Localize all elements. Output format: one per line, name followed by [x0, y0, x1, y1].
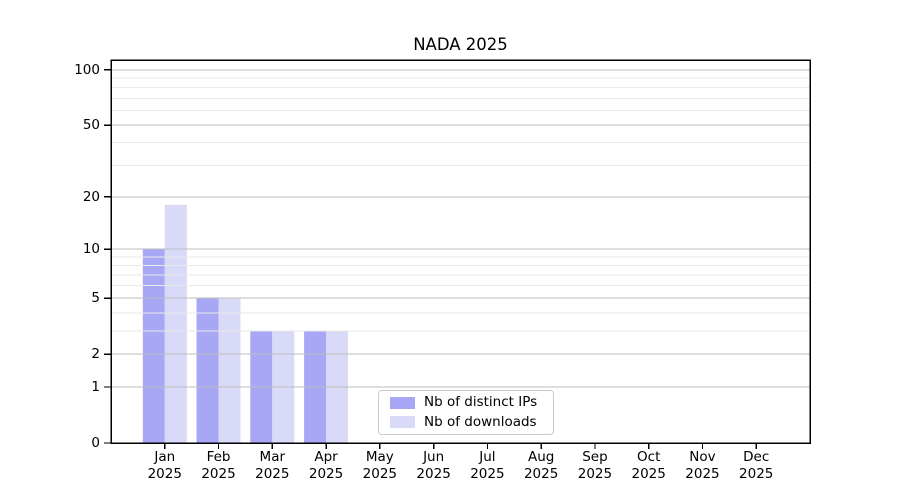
- y-tick-label: 10: [82, 241, 100, 258]
- legend: Nb of distinct IPs Nb of downloads: [378, 390, 554, 435]
- y-tick-label: 20: [82, 188, 100, 205]
- x-tick-label: Nov 2025: [674, 449, 730, 482]
- x-tick-year: 2025: [739, 465, 774, 482]
- y-tick-label: 5: [91, 290, 100, 307]
- x-tick-month: Oct: [637, 449, 661, 465]
- x-tick-year: 2025: [362, 465, 398, 482]
- x-tick-month: Apr: [314, 449, 338, 465]
- x-tick-year: 2025: [308, 465, 344, 482]
- x-tick-month: Nov: [689, 449, 716, 465]
- bar-downloads-feb: [218, 298, 241, 443]
- x-tick-year: 2025: [523, 465, 559, 482]
- x-tick-year: 2025: [255, 465, 290, 482]
- x-tick-month: Feb: [206, 449, 231, 465]
- legend-item-downloads: Nb of downloads: [390, 413, 553, 430]
- x-tick-label: Apr 2025: [298, 449, 354, 482]
- y-tick-label: 1: [91, 378, 100, 395]
- x-tick-label: Jan 2025: [137, 449, 193, 482]
- y-tick-label: 0: [91, 435, 100, 451]
- x-tick-year: 2025: [577, 465, 613, 482]
- y-tick-label: 100: [74, 61, 100, 78]
- x-tick-month: Jul: [479, 449, 496, 465]
- chart-title: NADA 2025: [413, 35, 508, 54]
- x-tick-year: 2025: [201, 465, 236, 482]
- plot-border: [110, 59, 811, 444]
- legend-label-downloads: Nb of downloads: [424, 413, 537, 430]
- x-tick-year: 2025: [631, 465, 666, 482]
- x-tick-label: May 2025: [352, 449, 408, 482]
- x-tick-month: Aug: [527, 449, 555, 465]
- x-tick-label: Jul 2025: [459, 449, 515, 482]
- x-tick-label: Dec 2025: [728, 449, 784, 482]
- legend-item-distinct-ips: Nb of distinct IPs: [390, 395, 553, 410]
- x-tick-label: Aug 2025: [513, 449, 569, 482]
- x-tick-month: Jun: [423, 449, 445, 465]
- x-tick-month: May: [365, 449, 394, 465]
- legend-swatch-distinct-ips: [390, 396, 415, 409]
- x-tick-year: 2025: [416, 465, 451, 482]
- bar-distinct_ips-feb: [196, 298, 219, 443]
- legend-swatch-downloads: [390, 416, 415, 429]
- x-tick-label: Sep 2025: [567, 449, 623, 482]
- x-tick-month: Sep: [582, 449, 608, 465]
- x-tick-label: Mar 2025: [244, 449, 300, 482]
- x-tick-label: Jun 2025: [406, 449, 462, 482]
- x-tick-month: Jan: [154, 449, 176, 465]
- bar-downloads-jan: [164, 204, 187, 443]
- legend-label-distinct-ips: Nb of distinct IPs: [424, 394, 538, 411]
- x-tick-year: 2025: [147, 465, 182, 482]
- y-tick-label: 2: [91, 346, 100, 363]
- bar-distinct_ips-jan: [142, 249, 165, 443]
- x-tick-year: 2025: [470, 465, 505, 482]
- x-tick-month: Dec: [743, 449, 770, 465]
- x-tick-month: Mar: [259, 449, 286, 465]
- x-tick-label: Feb 2025: [191, 449, 247, 482]
- x-tick-year: 2025: [685, 465, 720, 482]
- y-tick-label: 50: [82, 117, 100, 134]
- x-tick-label: Oct 2025: [621, 449, 677, 482]
